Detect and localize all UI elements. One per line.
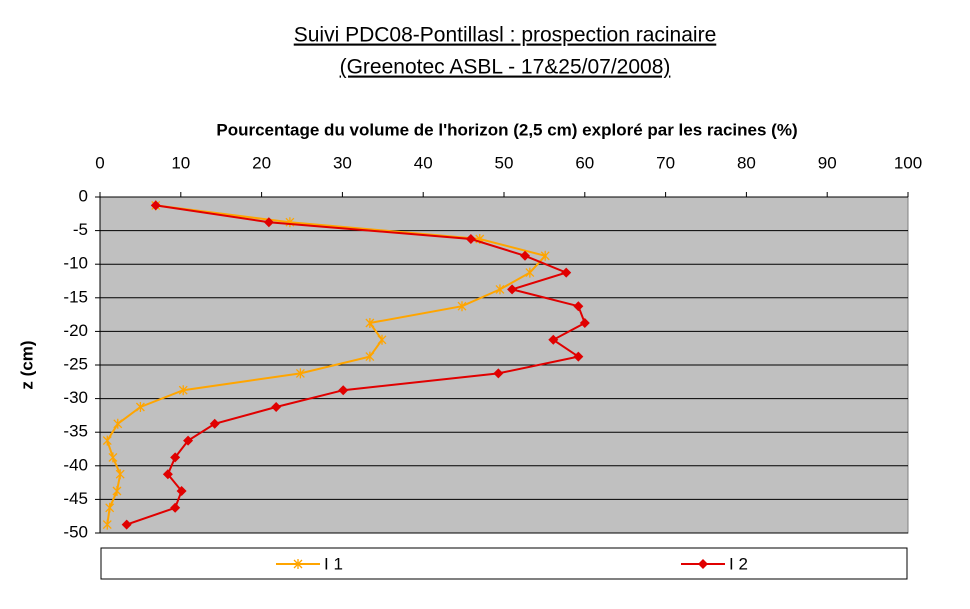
star-marker (102, 435, 112, 446)
diamond-marker (561, 267, 572, 278)
star-marker (178, 385, 188, 396)
star-marker (295, 368, 305, 379)
y-tick-label: 0 (79, 186, 88, 205)
diamond-marker (465, 234, 476, 244)
star-marker (525, 267, 535, 278)
chart-title: Suivi PDC08-Pontillasl : prospection rac… (294, 24, 717, 47)
y-tick-label: -10 (63, 254, 88, 273)
diamond-marker (121, 519, 132, 530)
x-tick-label: 10 (171, 153, 190, 172)
star-marker (365, 318, 375, 328)
y-tick-label: -40 (63, 455, 88, 474)
star-marker (113, 418, 123, 429)
x-tick-label: 50 (495, 153, 514, 172)
diamond-marker (162, 469, 173, 480)
legend (100, 547, 908, 580)
y-tick-label: -50 (63, 522, 88, 541)
diamond-marker (183, 435, 194, 446)
diamond-marker (573, 301, 584, 312)
legend-label: I 2 (729, 554, 748, 573)
x-tick-label: 70 (656, 153, 675, 172)
x-tick-label: 90 (818, 153, 837, 172)
diamond-marker (150, 200, 161, 211)
star-marker (102, 519, 112, 530)
diamond-marker (520, 250, 531, 261)
star-marker (293, 559, 303, 569)
x-tick-label: 20 (252, 153, 271, 172)
star-marker (540, 250, 550, 261)
star-marker (365, 351, 375, 362)
diamond-marker (573, 351, 584, 362)
diamond-marker (698, 559, 708, 569)
legend-label: I 1 (324, 554, 343, 573)
x-tick-label: 30 (333, 153, 352, 172)
x-tick-label: 0 (95, 153, 104, 172)
x-tick-label: 60 (575, 153, 594, 172)
diamond-marker (170, 502, 181, 513)
y-tick-label: -20 (63, 321, 88, 340)
diamond-marker (579, 318, 590, 328)
star-marker (108, 452, 118, 463)
star-marker (135, 402, 145, 412)
diamond-marker (209, 418, 220, 429)
x-tick-label: 40 (414, 153, 433, 172)
star-marker (115, 469, 125, 480)
y-axis-label: z (cm) (17, 340, 36, 389)
chart-subtitle: (Greenotec ASBL - 17&25/07/2008) (340, 56, 671, 79)
diamond-marker (271, 402, 282, 412)
diamond-marker (338, 385, 349, 396)
diamond-marker (493, 368, 504, 379)
star-marker (105, 502, 115, 513)
diamond-marker (548, 334, 559, 345)
diamond-marker (170, 452, 181, 463)
star-marker (377, 334, 387, 345)
y-tick-label: -25 (63, 354, 88, 373)
y-tick-label: -30 (63, 388, 88, 407)
diamond-marker (263, 217, 274, 228)
star-marker (457, 301, 467, 312)
y-tick-label: -45 (63, 489, 88, 508)
star-marker (112, 486, 122, 496)
diamond-marker (176, 486, 187, 496)
y-tick-label: -5 (73, 220, 88, 239)
x-tick-label: 80 (737, 153, 756, 172)
y-tick-label: -15 (63, 287, 88, 306)
y-tick-label: -35 (63, 422, 88, 441)
diamond-marker (507, 284, 518, 295)
star-marker (495, 284, 505, 295)
x-axis-label: Pourcentage du volume de l'horizon (2,5 … (216, 120, 797, 139)
x-tick-label: 100 (894, 153, 922, 172)
